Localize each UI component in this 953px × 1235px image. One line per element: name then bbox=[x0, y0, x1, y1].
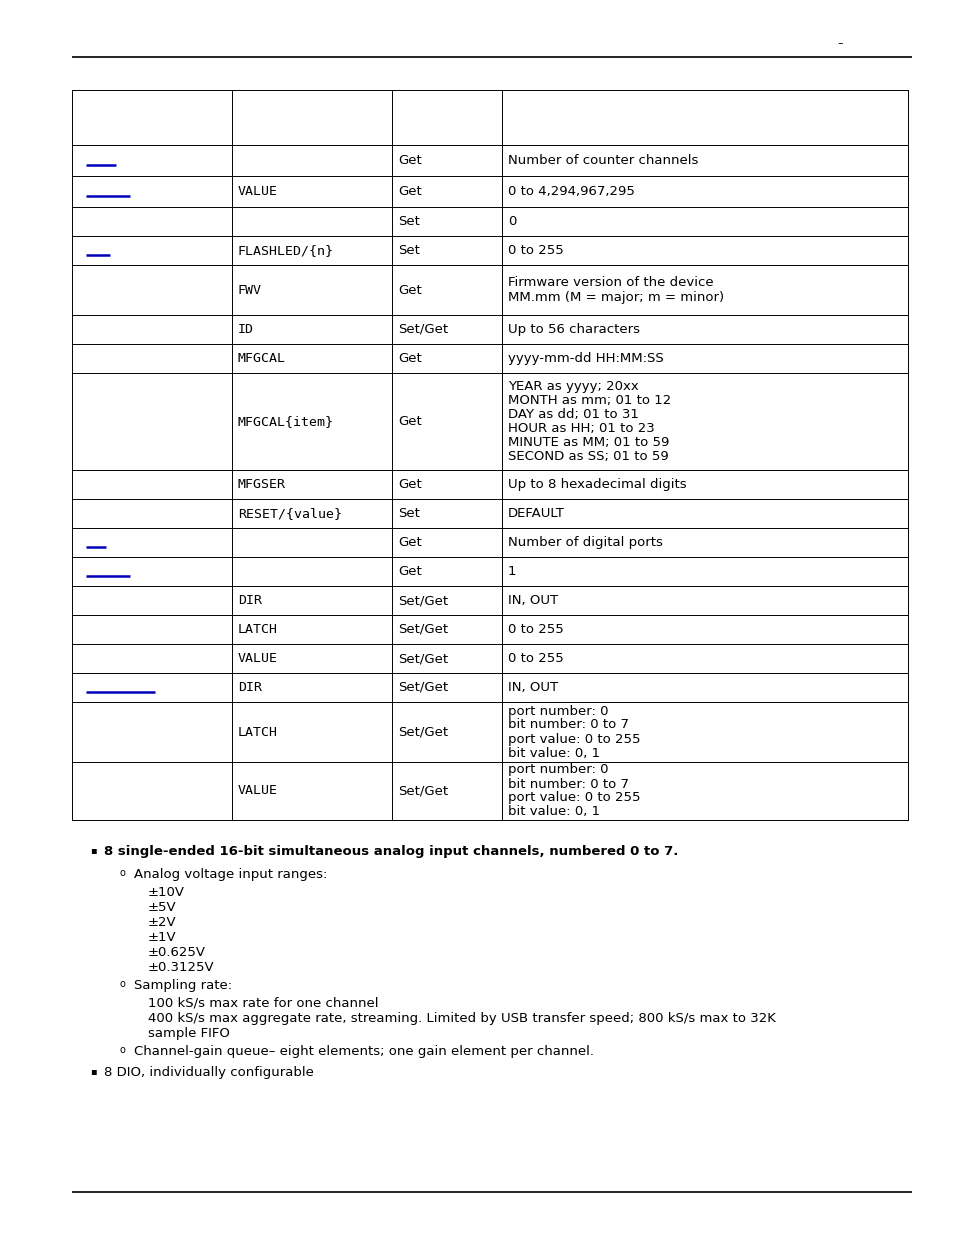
Text: Set/Get: Set/Get bbox=[397, 725, 448, 739]
Text: Get: Get bbox=[397, 154, 421, 167]
Text: ±0.625V: ±0.625V bbox=[148, 946, 206, 960]
Text: 0 to 255: 0 to 255 bbox=[507, 652, 563, 664]
Text: Get: Get bbox=[397, 415, 421, 429]
Text: MFGCAL: MFGCAL bbox=[237, 352, 286, 366]
Text: MFGSER: MFGSER bbox=[237, 478, 286, 492]
Text: IN, OUT: IN, OUT bbox=[507, 680, 558, 694]
Text: Channel-gain queue– eight elements; one gain element per channel.: Channel-gain queue– eight elements; one … bbox=[133, 1045, 594, 1058]
Text: Set/Get: Set/Get bbox=[397, 652, 448, 664]
Text: LATCH: LATCH bbox=[237, 725, 277, 739]
Text: port number: 0: port number: 0 bbox=[507, 763, 608, 777]
Text: 0 to 255: 0 to 255 bbox=[507, 622, 563, 636]
Text: ±2V: ±2V bbox=[148, 916, 176, 929]
Text: Number of counter channels: Number of counter channels bbox=[507, 154, 698, 167]
Text: IN, OUT: IN, OUT bbox=[507, 594, 558, 606]
Text: Get: Get bbox=[397, 564, 421, 578]
Text: Get: Get bbox=[397, 536, 421, 550]
Text: Set: Set bbox=[397, 215, 419, 228]
Text: bit value: 0, 1: bit value: 0, 1 bbox=[507, 805, 599, 819]
Text: Set/Get: Set/Get bbox=[397, 324, 448, 336]
Text: 0 to 4,294,967,295: 0 to 4,294,967,295 bbox=[507, 185, 634, 198]
Text: 400 kS/s max aggregate rate, streaming. Limited by USB transfer speed; 800 kS/s : 400 kS/s max aggregate rate, streaming. … bbox=[148, 1011, 775, 1025]
Text: yyyy-mm-dd HH:MM:SS: yyyy-mm-dd HH:MM:SS bbox=[507, 352, 663, 366]
Text: 0: 0 bbox=[507, 215, 516, 228]
Text: –: – bbox=[837, 38, 841, 48]
Text: VALUE: VALUE bbox=[237, 652, 277, 664]
Text: Set: Set bbox=[397, 245, 419, 257]
Text: Up to 8 hexadecimal digits: Up to 8 hexadecimal digits bbox=[507, 478, 686, 492]
Text: Up to 56 characters: Up to 56 characters bbox=[507, 324, 639, 336]
Text: ▪: ▪ bbox=[90, 1066, 96, 1076]
Text: bit number: 0 to 7: bit number: 0 to 7 bbox=[507, 778, 628, 790]
Text: sample FIFO: sample FIFO bbox=[148, 1028, 230, 1040]
Text: DEFAULT: DEFAULT bbox=[507, 508, 564, 520]
Text: Get: Get bbox=[397, 478, 421, 492]
Text: RESET/{value}: RESET/{value} bbox=[237, 508, 341, 520]
Text: DIR: DIR bbox=[237, 594, 262, 606]
Text: VALUE: VALUE bbox=[237, 784, 277, 798]
Text: Sampling rate:: Sampling rate: bbox=[133, 979, 232, 992]
Text: MONTH as mm; 01 to 12: MONTH as mm; 01 to 12 bbox=[507, 394, 671, 408]
Text: Get: Get bbox=[397, 284, 421, 296]
Text: Set/Get: Set/Get bbox=[397, 784, 448, 798]
Text: DAY as dd; 01 to 31: DAY as dd; 01 to 31 bbox=[507, 408, 639, 421]
Text: ▪: ▪ bbox=[90, 845, 96, 855]
Text: 8 DIO, individually configurable: 8 DIO, individually configurable bbox=[104, 1066, 314, 1079]
Text: port value: 0 to 255: port value: 0 to 255 bbox=[507, 732, 639, 746]
Text: Number of digital ports: Number of digital ports bbox=[507, 536, 662, 550]
Text: 100 kS/s max rate for one channel: 100 kS/s max rate for one channel bbox=[148, 997, 378, 1010]
Text: Analog voltage input ranges:: Analog voltage input ranges: bbox=[133, 868, 327, 881]
Text: MM.mm (M = major; m = minor): MM.mm (M = major; m = minor) bbox=[507, 290, 723, 304]
Text: VALUE: VALUE bbox=[237, 185, 277, 198]
Text: port value: 0 to 255: port value: 0 to 255 bbox=[507, 792, 639, 804]
Text: Firmware version of the device: Firmware version of the device bbox=[507, 277, 713, 289]
Text: FLASHLED/{n}: FLASHLED/{n} bbox=[237, 245, 334, 257]
Text: ±5V: ±5V bbox=[148, 902, 176, 914]
Text: MFGCAL{item}: MFGCAL{item} bbox=[237, 415, 334, 429]
Text: Set/Get: Set/Get bbox=[397, 622, 448, 636]
Text: ID: ID bbox=[237, 324, 253, 336]
Text: o: o bbox=[120, 868, 126, 878]
Text: 1: 1 bbox=[507, 564, 516, 578]
Text: FWV: FWV bbox=[237, 284, 262, 296]
Text: Set/Get: Set/Get bbox=[397, 680, 448, 694]
Text: ±1V: ±1V bbox=[148, 931, 176, 944]
Text: Set/Get: Set/Get bbox=[397, 594, 448, 606]
Text: Get: Get bbox=[397, 185, 421, 198]
Text: bit value: 0, 1: bit value: 0, 1 bbox=[507, 746, 599, 760]
Text: SECOND as SS; 01 to 59: SECOND as SS; 01 to 59 bbox=[507, 450, 668, 463]
Text: ±10V: ±10V bbox=[148, 885, 185, 899]
Text: port number: 0: port number: 0 bbox=[507, 704, 608, 718]
Text: LATCH: LATCH bbox=[237, 622, 277, 636]
Text: 8 single-ended 16-bit simultaneous analog input channels, numbered 0 to 7.: 8 single-ended 16-bit simultaneous analo… bbox=[104, 845, 678, 858]
Text: bit number: 0 to 7: bit number: 0 to 7 bbox=[507, 719, 628, 731]
Text: ±0.3125V: ±0.3125V bbox=[148, 961, 214, 974]
Text: YEAR as yyyy; 20xx: YEAR as yyyy; 20xx bbox=[507, 380, 639, 393]
Text: o: o bbox=[120, 1045, 126, 1055]
Text: Set: Set bbox=[397, 508, 419, 520]
Text: 0 to 255: 0 to 255 bbox=[507, 245, 563, 257]
Text: DIR: DIR bbox=[237, 680, 262, 694]
Text: o: o bbox=[120, 979, 126, 989]
Text: MINUTE as MM; 01 to 59: MINUTE as MM; 01 to 59 bbox=[507, 436, 669, 450]
Text: Get: Get bbox=[397, 352, 421, 366]
Text: HOUR as HH; 01 to 23: HOUR as HH; 01 to 23 bbox=[507, 422, 654, 435]
